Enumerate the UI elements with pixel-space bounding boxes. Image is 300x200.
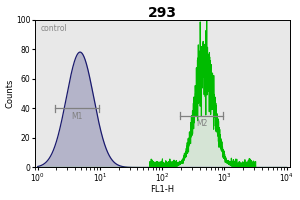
Y-axis label: Counts: Counts <box>6 79 15 108</box>
Text: M2: M2 <box>196 119 207 128</box>
Text: M1: M1 <box>71 112 82 121</box>
Title: 293: 293 <box>148 6 177 20</box>
Text: control: control <box>41 24 68 33</box>
X-axis label: FL1-H: FL1-H <box>150 185 174 194</box>
